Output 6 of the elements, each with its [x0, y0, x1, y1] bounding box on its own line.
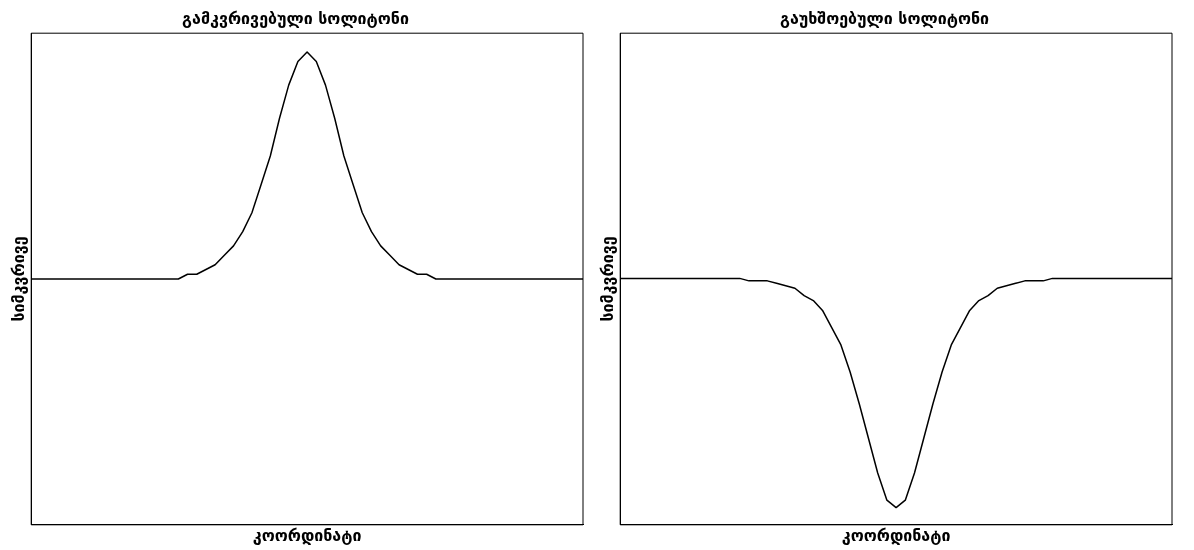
x-axis-title: კოორდინატი: [841, 525, 951, 545]
y-axis-title: სიმკვრივე: [8, 236, 28, 322]
chart-title: გაუხშოებული სოლიტონი: [779, 8, 990, 28]
x-axis-title: კოორდინატი: [252, 525, 362, 545]
y-axis-title: სიმკვრივე: [597, 236, 617, 322]
chart-title: გამკვრივებული სოლიტონი: [182, 8, 409, 28]
